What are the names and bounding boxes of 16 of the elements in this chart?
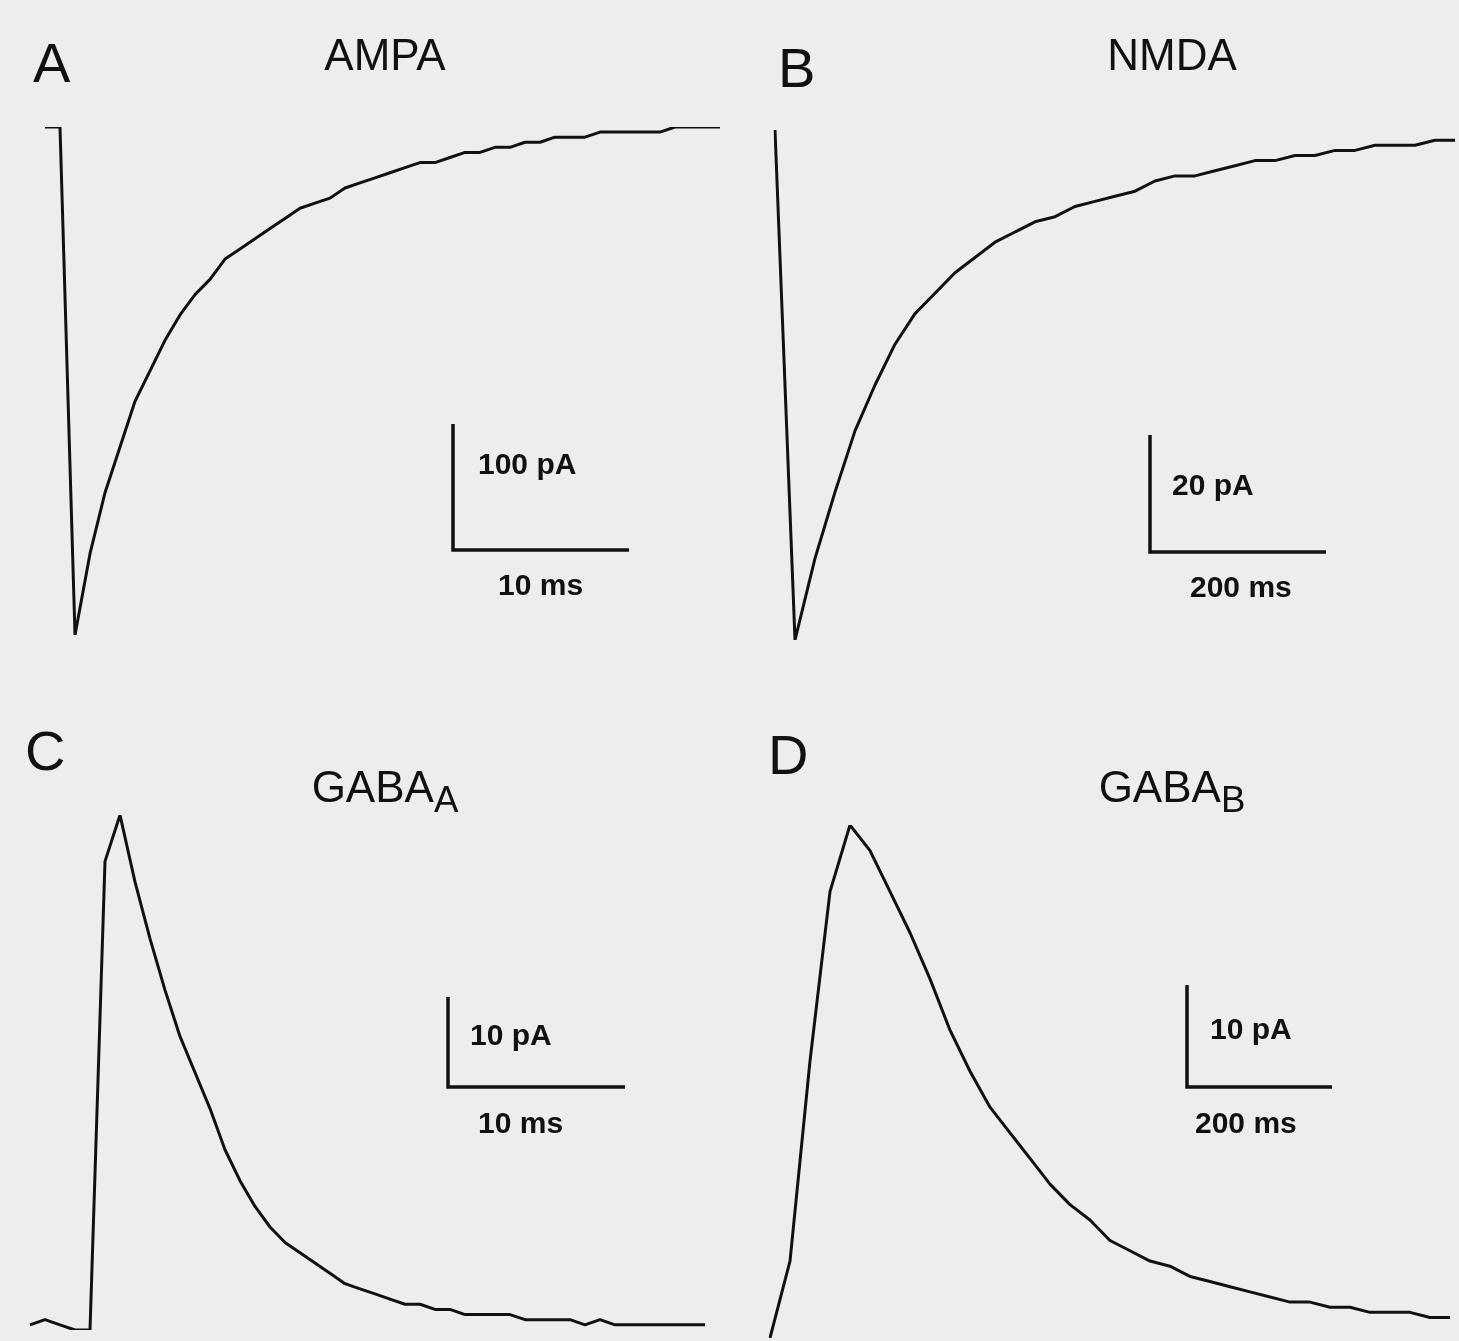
- annotation: 10 ms: [478, 1106, 564, 1140]
- annotation: 200 ms: [1190, 570, 1292, 604]
- text: C: [25, 718, 66, 783]
- annotation: 10 pA: [470, 1018, 552, 1052]
- annotation: 20 pA: [1172, 468, 1254, 502]
- chart-title: NMDA: [1107, 30, 1237, 80]
- chart-title: AMPA: [324, 30, 446, 80]
- text: B: [778, 35, 816, 100]
- chart-title: GABA$_{A}$: [311, 762, 459, 821]
- annotation: 10 ms: [498, 568, 584, 602]
- annotation: 200 ms: [1195, 1106, 1297, 1140]
- annotation: 10 pA: [1210, 1012, 1292, 1046]
- chart-title: GABA$_{B}$: [1098, 762, 1246, 821]
- annotation: 100 pA: [478, 447, 577, 481]
- text: A: [33, 30, 71, 95]
- text: D: [768, 722, 809, 787]
